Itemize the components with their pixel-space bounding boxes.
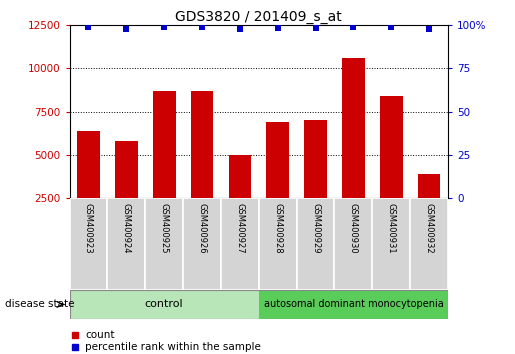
- Text: GSM400927: GSM400927: [235, 203, 244, 253]
- Text: GSM400924: GSM400924: [122, 203, 131, 253]
- Bar: [221, 198, 259, 290]
- Bar: [70, 290, 259, 319]
- Bar: [153, 91, 176, 198]
- Text: GSM400932: GSM400932: [425, 203, 434, 253]
- Bar: [70, 198, 107, 290]
- Bar: [335, 198, 372, 290]
- Text: GSM400923: GSM400923: [84, 203, 93, 253]
- Bar: [77, 131, 100, 198]
- Bar: [372, 198, 410, 290]
- Bar: [115, 141, 138, 198]
- Text: GSM400930: GSM400930: [349, 203, 358, 253]
- Text: GSM400928: GSM400928: [273, 203, 282, 253]
- Text: disease state: disease state: [5, 299, 75, 309]
- Text: percentile rank within the sample: percentile rank within the sample: [85, 342, 261, 352]
- Text: GSM400931: GSM400931: [387, 203, 396, 253]
- Text: GSM400926: GSM400926: [198, 203, 207, 253]
- Bar: [259, 198, 297, 290]
- Bar: [304, 120, 327, 198]
- Bar: [183, 198, 221, 290]
- Text: control: control: [145, 299, 183, 309]
- Bar: [410, 198, 448, 290]
- Bar: [342, 58, 365, 198]
- Text: autosomal dominant monocytopenia: autosomal dominant monocytopenia: [264, 299, 443, 309]
- Bar: [107, 198, 145, 290]
- Bar: [191, 91, 213, 198]
- Title: GDS3820 / 201409_s_at: GDS3820 / 201409_s_at: [176, 10, 342, 24]
- Text: GSM400929: GSM400929: [311, 203, 320, 253]
- Bar: [418, 174, 440, 198]
- Text: GSM400925: GSM400925: [160, 203, 168, 253]
- Bar: [380, 96, 403, 198]
- Bar: [259, 290, 448, 319]
- Bar: [266, 122, 289, 198]
- Bar: [229, 155, 251, 198]
- Bar: [145, 198, 183, 290]
- Text: count: count: [85, 330, 114, 339]
- Bar: [297, 198, 335, 290]
